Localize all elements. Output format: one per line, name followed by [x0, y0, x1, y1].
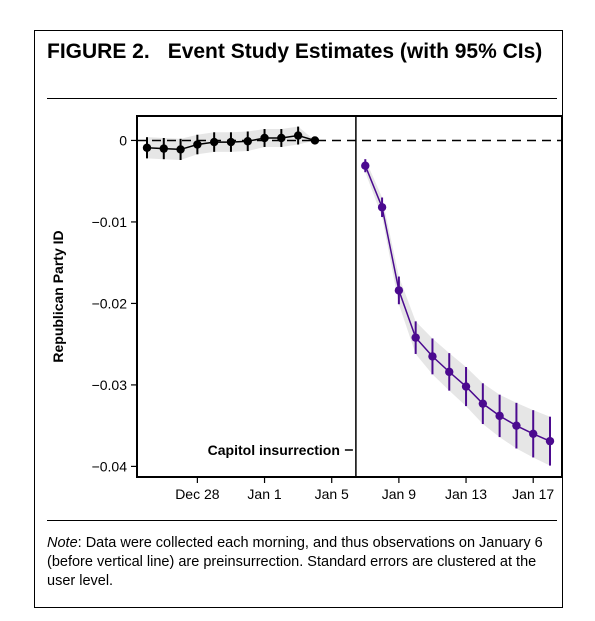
x-axis: Dec 28 Jan 1 Jan 5 Jan 9 Jan 13 Jan 17	[175, 477, 554, 502]
y-axis-title: Republican Party ID	[50, 230, 66, 362]
data-point	[277, 133, 286, 143]
note-rule	[47, 520, 557, 521]
data-point	[159, 144, 168, 153]
data-point	[545, 436, 555, 446]
y-tick-label: 0	[119, 132, 127, 148]
data-point	[512, 421, 521, 430]
data-point	[428, 352, 437, 361]
series-line-2	[364, 165, 551, 442]
data-point	[293, 131, 303, 140]
y-tick-label: −0.02	[92, 295, 128, 311]
y-tick-label: −0.03	[92, 377, 128, 393]
x-tick-label: Jan 5	[315, 486, 349, 502]
data-point	[310, 136, 320, 145]
data-point	[209, 137, 219, 147]
data-point	[495, 411, 504, 421]
data-point	[529, 429, 538, 439]
data-point	[193, 140, 202, 149]
note-text: : Data were collected each morning, and …	[47, 535, 543, 589]
y-tick-label: −0.01	[92, 214, 128, 230]
data-point	[361, 161, 370, 170]
y-axis: 0 −0.01 −0.02 −0.03 −0.04	[92, 132, 137, 474]
data-point	[394, 286, 404, 295]
data-point	[377, 203, 387, 212]
data-points	[142, 131, 555, 446]
note-label: Note	[47, 535, 78, 551]
data-point	[226, 137, 236, 147]
data-point	[461, 382, 471, 391]
data-point	[478, 399, 488, 408]
ci-band-series-2	[365, 159, 550, 466]
x-tick-label: Jan 1	[247, 486, 281, 502]
data-point	[411, 333, 420, 342]
ci-bands	[147, 126, 550, 466]
figure-title-text: Event Study Estimates (with 95% CIs)	[167, 40, 543, 63]
data-point	[176, 145, 185, 154]
plot-area	[136, 115, 563, 478]
title-rule	[47, 98, 557, 99]
figure-title: FIGURE 2. Event Study Estimates (with 95%…	[47, 40, 552, 63]
data-point	[260, 133, 269, 143]
y-tick-label: −0.04	[92, 458, 128, 474]
data-point	[142, 143, 152, 152]
capitol-insurrection-annotation: Capitol insurrection	[208, 442, 340, 458]
data-point	[445, 367, 454, 377]
x-tick-label: Jan 17	[512, 486, 554, 502]
x-tick-label: Jan 9	[382, 486, 416, 502]
figure-number: FIGURE 2.	[47, 40, 150, 63]
x-tick-label: Dec 28	[175, 486, 220, 502]
data-point	[243, 137, 252, 146]
x-tick-label: Jan 13	[445, 486, 487, 502]
figure-note: Note: Data were collected each morning, …	[47, 534, 557, 591]
